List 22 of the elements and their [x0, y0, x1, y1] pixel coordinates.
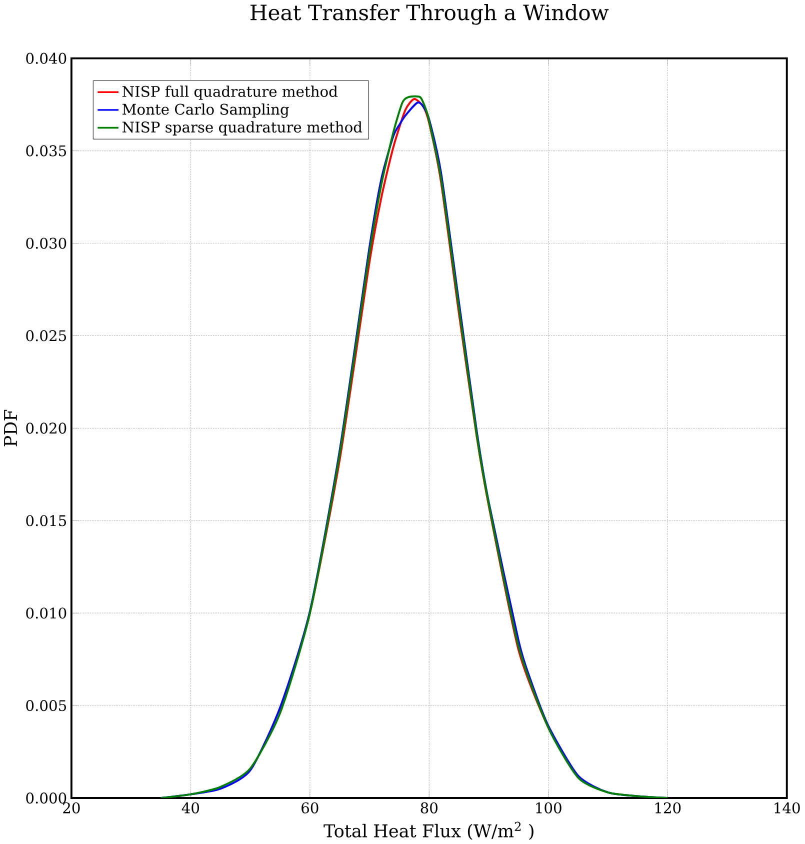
x-tick-label: 40 [182, 802, 200, 814]
y-tick-label: 0.035 [26, 145, 66, 156]
y-tick-label: 0.005 [26, 700, 66, 712]
y-tick-label: 0.040 [26, 52, 66, 64]
x-tick-label: 80 [420, 802, 438, 814]
x-tick-label: 20 [63, 802, 80, 814]
y-tick-label: 0.000 [26, 792, 66, 804]
legend-label: NISP full quadrature method [122, 86, 338, 100]
y-tick-label: 0.020 [26, 422, 66, 434]
y-tick-label: 0.030 [26, 238, 66, 249]
legend-label: Monte Carlo Sampling [122, 103, 289, 118]
x-tick-label: 140 [774, 802, 800, 814]
y-tick-label: 0.015 [26, 515, 66, 526]
y-tick-label: 0.025 [26, 330, 66, 342]
x-tick-label: 120 [655, 802, 681, 814]
x-axis-title: Total Heat Flux (W/m$^{2}$ ) [324, 822, 534, 840]
x-tick-label: 60 [302, 802, 318, 814]
chart-title: Heat Transfer Through a Window [250, 4, 609, 25]
legend-label: NISP sparse quadrature method [122, 121, 362, 136]
y-axis-title: PDF [4, 410, 17, 446]
y-tick-label: 0.010 [26, 608, 66, 619]
x-tick-label: 100 [536, 802, 562, 814]
